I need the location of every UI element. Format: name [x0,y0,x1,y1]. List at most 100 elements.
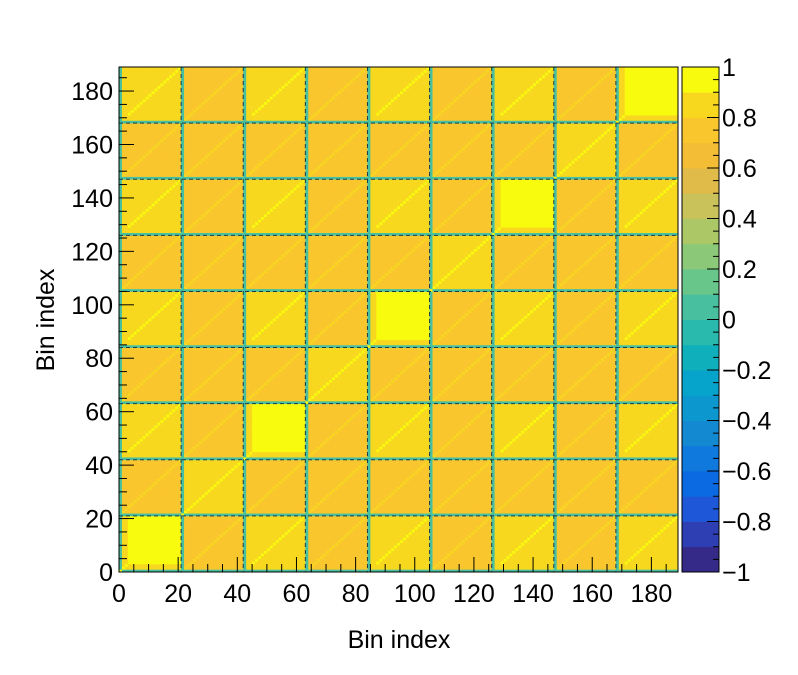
heatmap-cell [184,337,187,340]
heatmap-cell [149,96,152,99]
heatmap-cell [149,388,152,391]
heatmap-cell [196,564,199,567]
heatmap-cell [137,436,140,439]
heatmap-cell [193,174,196,177]
heatmap-cell [140,567,143,570]
heatmap-cell [131,166,134,169]
heatmap-cell [137,75,140,78]
heatmap-cell [140,72,143,75]
heatmap-cell [169,190,172,193]
heatmap-cell [131,190,134,193]
heatmap-cell [175,83,178,86]
heatmap-cell [160,294,163,297]
heatmap-cell [143,307,146,310]
heatmap-cell [172,230,175,233]
heatmap-cell [163,321,166,324]
heatmap-cell [140,134,143,137]
heatmap-cell [175,315,178,318]
heatmap-cell [131,390,134,393]
heatmap-cell [131,96,134,99]
heatmap-cell [160,398,163,401]
heatmap-cell [152,147,155,150]
heatmap-cell [157,185,160,188]
heatmap-cell [175,96,178,99]
heatmap-cell [137,470,140,473]
heatmap-cell [149,366,152,369]
heatmap-cell [137,91,140,94]
heatmap-cell [131,337,134,340]
heatmap-cell [166,158,169,161]
heatmap-cell [157,209,160,212]
heatmap-cell [152,342,155,345]
heatmap-cell [184,478,187,481]
heatmap-cell [166,350,169,353]
heatmap-cell [128,556,131,559]
heatmap-cell [128,217,131,220]
heatmap-cell [140,561,143,564]
heatmap-cell [137,500,140,503]
heatmap-cell [175,417,178,420]
heatmap-cell [169,521,172,524]
heatmap-cell [196,535,199,538]
heatmap-cell [163,273,166,276]
heatmap-cell [187,283,190,286]
heatmap-cell [137,291,140,294]
heatmap-cell [193,179,196,182]
heatmap-cell [137,364,140,367]
heatmap-cell [175,332,178,335]
heatmap-cell [143,128,146,131]
heatmap-cell [193,374,196,377]
heatmap-cell [152,358,155,361]
heatmap-cell [128,489,131,492]
heatmap-cell [122,551,125,554]
heatmap-cell [122,430,125,433]
heatmap-cell [172,104,175,107]
heatmap-cell [160,118,163,121]
heatmap-cell [128,537,131,540]
heatmap-cell [184,163,187,166]
heatmap-cell [187,425,190,428]
heatmap-cell [143,497,146,500]
heatmap-cell [193,476,196,479]
heatmap-cell [131,267,134,270]
heatmap-cell [190,128,193,131]
heatmap-cell [169,126,172,129]
heatmap-cell [175,182,178,185]
heatmap-cell [163,388,166,391]
heatmap-cell [163,390,166,393]
heatmap-cell [190,163,193,166]
heatmap-cell [152,294,155,297]
heatmap-cell [169,444,172,447]
heatmap-cell [143,444,146,447]
heatmap-cell [157,243,160,246]
heatmap-cell [140,193,143,196]
heatmap-cell [163,169,166,172]
heatmap-cell [169,158,172,161]
heatmap-cell [172,446,175,449]
heatmap-cell [125,393,128,396]
heatmap-cell [190,532,193,535]
heatmap-cell [163,342,166,345]
heatmap-cell [154,551,157,554]
heatmap-cell [172,535,175,538]
heatmap-cell [190,78,193,81]
heatmap-cell [160,281,163,284]
heatmap-cell [152,206,155,209]
heatmap-cell [193,385,196,388]
heatmap-cell [157,267,160,270]
heatmap-cell [149,112,152,115]
heatmap-cell [166,230,169,233]
heatmap-cell [128,380,131,383]
heatmap-cell [169,540,172,543]
heatmap-cell [149,299,152,302]
heatmap-cell [193,500,196,503]
heatmap-cell [187,428,190,431]
heatmap-cell [184,454,187,457]
heatmap-cell [131,193,134,196]
heatmap-cell [140,126,143,129]
heatmap-cell [169,481,172,484]
heatmap-cell [152,505,155,508]
heatmap-cell [152,412,155,415]
heatmap-cell [122,497,125,500]
heatmap-cell [152,385,155,388]
